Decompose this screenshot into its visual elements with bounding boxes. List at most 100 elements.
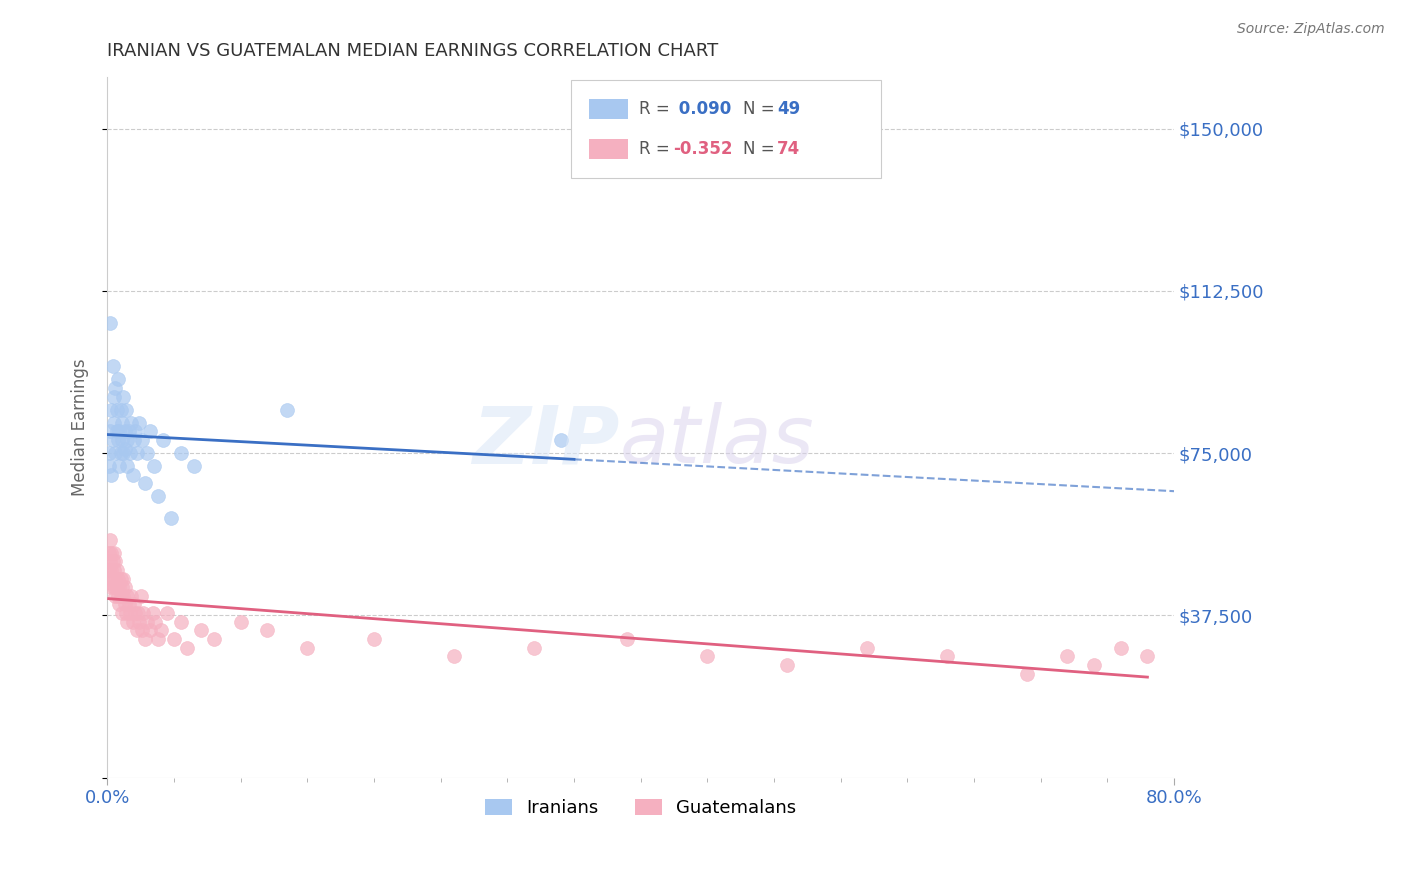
Point bbox=[128, 615, 150, 629]
Point bbox=[107, 372, 129, 386]
Point bbox=[98, 554, 121, 568]
Point bbox=[118, 606, 141, 620]
Point bbox=[107, 589, 129, 603]
Point bbox=[156, 606, 179, 620]
Point bbox=[120, 416, 142, 430]
Point bbox=[98, 425, 121, 439]
Point bbox=[103, 390, 125, 404]
Point bbox=[100, 545, 122, 559]
Point bbox=[1109, 640, 1132, 655]
Point bbox=[1136, 649, 1159, 664]
Point bbox=[146, 632, 169, 646]
Point bbox=[143, 615, 166, 629]
Point bbox=[550, 433, 572, 447]
Point bbox=[152, 433, 174, 447]
Point bbox=[97, 446, 120, 460]
Point bbox=[125, 446, 148, 460]
Point bbox=[108, 458, 131, 473]
Point bbox=[114, 442, 136, 456]
Point bbox=[112, 446, 135, 460]
Point bbox=[100, 563, 122, 577]
Point bbox=[229, 615, 252, 629]
Point bbox=[103, 416, 125, 430]
Point bbox=[114, 425, 136, 439]
Point bbox=[256, 624, 278, 638]
Point bbox=[118, 446, 141, 460]
Point bbox=[616, 632, 638, 646]
Point bbox=[103, 580, 125, 594]
Point bbox=[143, 458, 166, 473]
Point bbox=[98, 575, 121, 590]
Point bbox=[117, 598, 139, 612]
Point bbox=[1056, 649, 1078, 664]
Point bbox=[100, 402, 122, 417]
Y-axis label: Median Earnings: Median Earnings bbox=[72, 359, 89, 496]
Point bbox=[103, 545, 125, 559]
Point bbox=[125, 624, 148, 638]
Point bbox=[936, 649, 959, 664]
Point bbox=[169, 615, 191, 629]
Legend: Iranians, Guatemalans: Iranians, Guatemalans bbox=[478, 792, 804, 824]
Point bbox=[115, 606, 138, 620]
Point bbox=[101, 572, 124, 586]
Point bbox=[111, 580, 134, 594]
Text: R =: R = bbox=[638, 100, 675, 118]
Point bbox=[104, 381, 127, 395]
Point bbox=[108, 580, 131, 594]
Point bbox=[169, 446, 191, 460]
Point bbox=[104, 446, 127, 460]
Point bbox=[139, 425, 162, 439]
Point bbox=[134, 632, 156, 646]
Point bbox=[121, 467, 143, 482]
Text: IRANIAN VS GUATEMALAN MEDIAN EARNINGS CORRELATION CHART: IRANIAN VS GUATEMALAN MEDIAN EARNINGS CO… bbox=[107, 42, 718, 60]
Point bbox=[114, 580, 136, 594]
Point bbox=[149, 624, 172, 638]
Point bbox=[105, 580, 128, 594]
Point bbox=[120, 589, 142, 603]
Point bbox=[97, 563, 120, 577]
Point bbox=[110, 572, 132, 586]
Point bbox=[97, 545, 120, 559]
Point bbox=[101, 359, 124, 374]
Point bbox=[276, 402, 298, 417]
Point bbox=[363, 632, 385, 646]
Point bbox=[183, 458, 205, 473]
Text: N =: N = bbox=[744, 140, 780, 158]
Point bbox=[105, 402, 128, 417]
Text: -0.352: -0.352 bbox=[672, 140, 733, 158]
Text: Source: ZipAtlas.com: Source: ZipAtlas.com bbox=[1237, 22, 1385, 37]
Text: R =: R = bbox=[638, 140, 675, 158]
Point bbox=[117, 589, 139, 603]
Point bbox=[100, 580, 122, 594]
Point bbox=[110, 446, 132, 460]
Point bbox=[117, 433, 139, 447]
Point bbox=[111, 606, 134, 620]
Point bbox=[124, 606, 146, 620]
Point bbox=[114, 598, 136, 612]
Point bbox=[122, 433, 145, 447]
Point bbox=[139, 624, 162, 638]
Point bbox=[142, 606, 165, 620]
Point bbox=[132, 606, 155, 620]
Point bbox=[127, 606, 149, 620]
Point bbox=[136, 615, 159, 629]
Point bbox=[105, 563, 128, 577]
Point bbox=[97, 458, 120, 473]
Text: N =: N = bbox=[744, 100, 780, 118]
Point bbox=[112, 390, 135, 404]
Point bbox=[100, 467, 122, 482]
Point bbox=[856, 640, 879, 655]
Point bbox=[122, 598, 145, 612]
Point bbox=[111, 416, 134, 430]
Point bbox=[146, 489, 169, 503]
Point bbox=[176, 640, 198, 655]
Point bbox=[1017, 666, 1039, 681]
Point bbox=[136, 446, 159, 460]
Point bbox=[134, 476, 156, 491]
Point bbox=[104, 572, 127, 586]
Point bbox=[108, 598, 131, 612]
FancyBboxPatch shape bbox=[589, 99, 628, 119]
Point bbox=[131, 624, 153, 638]
Point bbox=[117, 615, 139, 629]
Point bbox=[104, 554, 127, 568]
